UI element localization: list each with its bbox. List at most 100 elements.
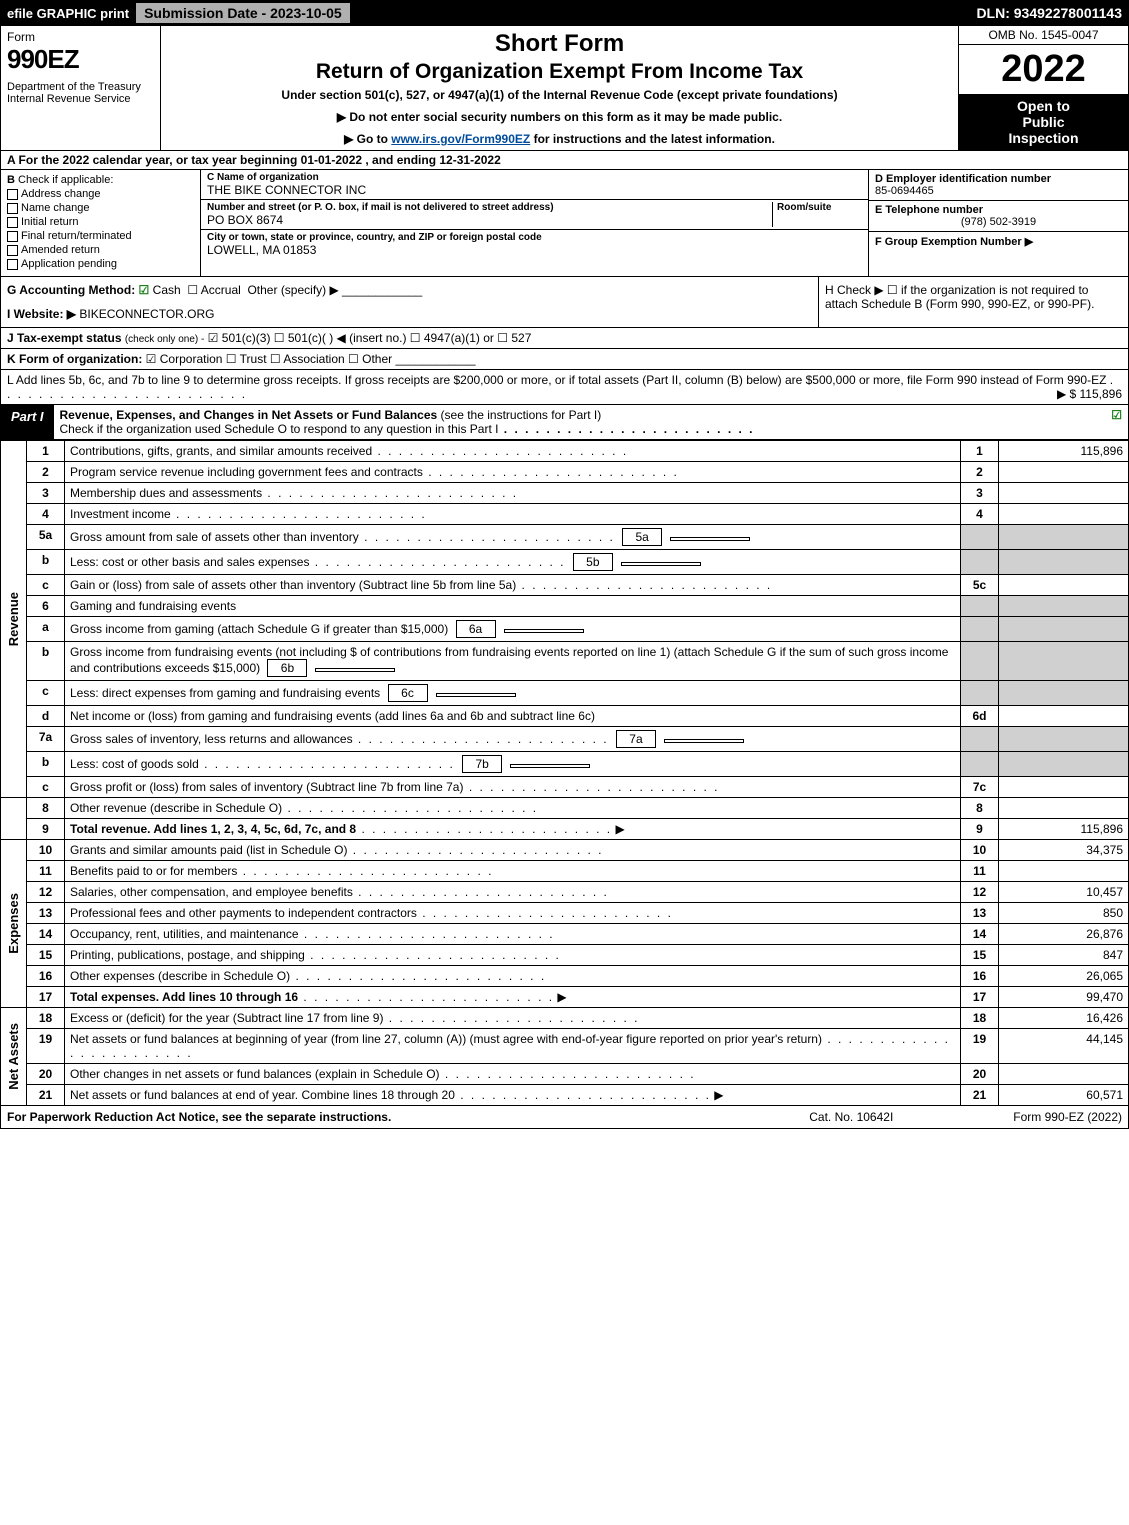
l20-r: 20	[961, 1064, 999, 1085]
l7a-t: Gross sales of inventory, less returns a…	[65, 727, 961, 752]
row-a: A For the 2022 calendar year, or tax yea…	[0, 151, 1129, 170]
efile-label: efile GRAPHIC print	[1, 6, 135, 21]
l6c-t: Less: direct expenses from gaming and fu…	[65, 681, 961, 706]
l19-t: Net assets or fund balances at beginning…	[65, 1029, 961, 1064]
dln: DLN: 93492278001143	[970, 5, 1128, 21]
chk-pending[interactable]: Application pending	[7, 258, 194, 270]
l7b-r	[961, 752, 999, 777]
l-amt: ▶ $ 115,896	[1057, 387, 1122, 401]
l6a-a	[999, 617, 1129, 642]
section-h: H Check ▶ ☐ if the organization is not r…	[818, 277, 1128, 327]
irs-link[interactable]: www.irs.gov/Form990EZ	[391, 132, 530, 146]
l21-n: 21	[27, 1085, 65, 1106]
l5c-n: c	[27, 575, 65, 596]
accrual-lbl: Accrual	[201, 283, 241, 297]
l7c-n: c	[27, 777, 65, 798]
b-head: B	[7, 174, 15, 186]
l6b-t: Gross income from fundraising events (no…	[65, 642, 961, 681]
l9-r: 9	[961, 819, 999, 840]
l7c-a	[999, 777, 1129, 798]
l21-r: 21	[961, 1085, 999, 1106]
f-lbl: F Group Exemption Number ▶	[875, 235, 1122, 248]
l7b-a	[999, 752, 1129, 777]
short-form: Short Form	[169, 30, 950, 58]
l13-a: 850	[999, 903, 1129, 924]
l-text: L Add lines 5b, 6c, and 7b to line 9 to …	[7, 373, 1106, 387]
chk-initial[interactable]: Initial return	[7, 216, 194, 228]
l5b-box: 5b	[573, 553, 613, 571]
lines-table: Revenue 1Contributions, gifts, grants, a…	[0, 440, 1129, 1106]
chk-final[interactable]: Final return/terminated	[7, 230, 194, 242]
l1-a: 115,896	[999, 441, 1129, 462]
l21-a: 60,571	[999, 1085, 1129, 1106]
l15-a: 847	[999, 945, 1129, 966]
form-number: 990EZ	[7, 44, 154, 75]
k-opts: ☑ Corporation ☐ Trust ☐ Association ☐ Ot…	[146, 352, 392, 366]
l6-n: 6	[27, 596, 65, 617]
l5b-t: Less: cost or other basis and sales expe…	[65, 550, 961, 575]
f-group: F Group Exemption Number ▶	[869, 232, 1128, 276]
section-def: D Employer identification number 85-0694…	[868, 170, 1128, 276]
g-lbl: G Accounting Method:	[7, 283, 135, 297]
l1-t: Contributions, gifts, grants, and simila…	[65, 441, 961, 462]
l6-a	[999, 596, 1129, 617]
goto-post: for instructions and the latest informat…	[530, 132, 775, 146]
c-addr-lbl: Number and street (or P. O. box, if mail…	[207, 202, 772, 213]
part1-sub: (see the instructions for Part I)	[441, 408, 602, 422]
l7a-a	[999, 727, 1129, 752]
j-opts: ☑ 501(c)(3) ☐ 501(c)( ) ◀ (insert no.) ☐…	[208, 331, 532, 345]
form-title: Return of Organization Exempt From Incom…	[169, 60, 950, 84]
row-k: K Form of organization: ☑ Corporation ☐ …	[0, 349, 1129, 370]
l5a-t: Gross amount from sale of assets other t…	[65, 525, 961, 550]
footer-left: For Paperwork Reduction Act Notice, see …	[7, 1110, 809, 1124]
l7a-box: 7a	[616, 730, 656, 748]
l9-n: 9	[27, 819, 65, 840]
l3-r: 3	[961, 483, 999, 504]
chk-name[interactable]: Name change	[7, 202, 194, 214]
section-bc: B Check if applicable: Address change Na…	[0, 170, 1129, 277]
l13-t: Professional fees and other payments to …	[65, 903, 961, 924]
l14-r: 14	[961, 924, 999, 945]
l8-t: Other revenue (describe in Schedule O)	[65, 798, 961, 819]
section-b: B Check if applicable: Address change Na…	[1, 170, 201, 276]
l7b-t: Less: cost of goods sold 7b	[65, 752, 961, 777]
chk-address[interactable]: Address change	[7, 188, 194, 200]
l11-a	[999, 861, 1129, 882]
l1-r: 1	[961, 441, 999, 462]
dept: Department of the Treasury Internal Reve…	[7, 81, 154, 105]
netassets-label: Net Assets	[1, 1008, 27, 1106]
footer-right: Form 990-EZ (2022)	[1013, 1110, 1122, 1124]
row-j: J Tax-exempt status (check only one) - ☑…	[0, 328, 1129, 349]
l5a-r	[961, 525, 999, 550]
l10-a: 34,375	[999, 840, 1129, 861]
l6a-t: Gross income from gaming (attach Schedul…	[65, 617, 961, 642]
l19-a: 44,145	[999, 1029, 1129, 1064]
l3-n: 3	[27, 483, 65, 504]
l6a-n: a	[27, 617, 65, 642]
l7a-n: 7a	[27, 727, 65, 752]
part1-check[interactable]: ☑	[1098, 405, 1128, 439]
l18-n: 18	[27, 1008, 65, 1029]
l18-r: 18	[961, 1008, 999, 1029]
l6-r	[961, 596, 999, 617]
l6c-box: 6c	[388, 684, 428, 702]
l12-r: 12	[961, 882, 999, 903]
l6b-a	[999, 642, 1129, 681]
website: BIKECONNECTOR.ORG	[79, 307, 214, 321]
l11-n: 11	[27, 861, 65, 882]
l5a-a	[999, 525, 1129, 550]
b-label: Check if applicable:	[18, 174, 113, 186]
submission-date: Submission Date - 2023-10-05	[135, 2, 351, 24]
chk-amended[interactable]: Amended return	[7, 244, 194, 256]
l3-t: Membership dues and assessments	[65, 483, 961, 504]
omb: OMB No. 1545-0047	[959, 26, 1128, 45]
l15-n: 15	[27, 945, 65, 966]
section-c: C Name of organization THE BIKE CONNECTO…	[201, 170, 868, 276]
part1-tab: Part I	[1, 405, 54, 439]
row-l: L Add lines 5b, 6c, and 7b to line 9 to …	[0, 370, 1129, 405]
l7c-r: 7c	[961, 777, 999, 798]
l6d-r: 6d	[961, 706, 999, 727]
section-g: G Accounting Method: ☑ Cash ☐ Accrual Ot…	[1, 277, 818, 327]
header-left: Form 990EZ Department of the Treasury In…	[1, 26, 161, 150]
l6d-t: Net income or (loss) from gaming and fun…	[65, 706, 961, 727]
